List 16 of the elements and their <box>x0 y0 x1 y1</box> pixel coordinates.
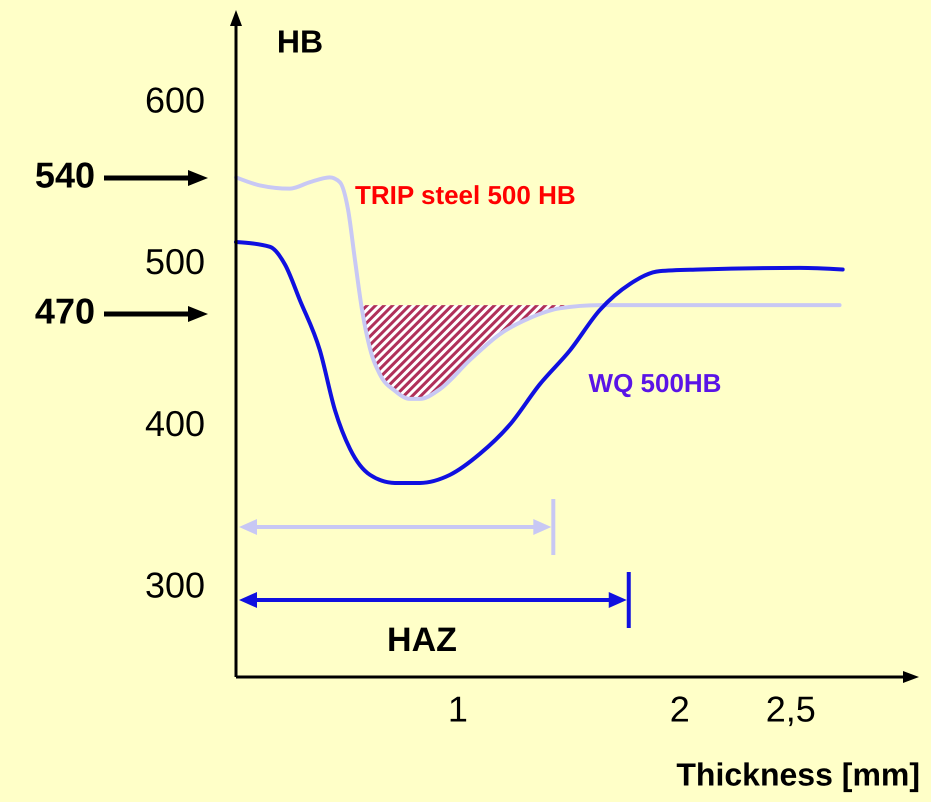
x-tick-label: 2,5 <box>766 688 816 730</box>
line-series <box>234 175 842 401</box>
x-axis-title: Thickness [mm] <box>676 756 920 792</box>
annotation: HAZ <box>387 620 457 659</box>
x-tick-label: 1 <box>448 688 468 730</box>
series-label: WQ 500HB <box>588 368 722 398</box>
y-tick-label: 300 <box>144 564 206 606</box>
y-tick-label: 400 <box>144 402 206 444</box>
text: 470 <box>34 290 95 332</box>
x-tick-label: 2 <box>670 688 690 730</box>
series-label: TRIP steel 500 HB <box>355 180 576 210</box>
y-tick-label: 500 <box>144 241 206 282</box>
y-axis-title: HB <box>276 23 324 60</box>
line-series <box>234 240 845 485</box>
y-tick-label: 600 <box>144 79 206 120</box>
text: 540 <box>34 154 95 196</box>
